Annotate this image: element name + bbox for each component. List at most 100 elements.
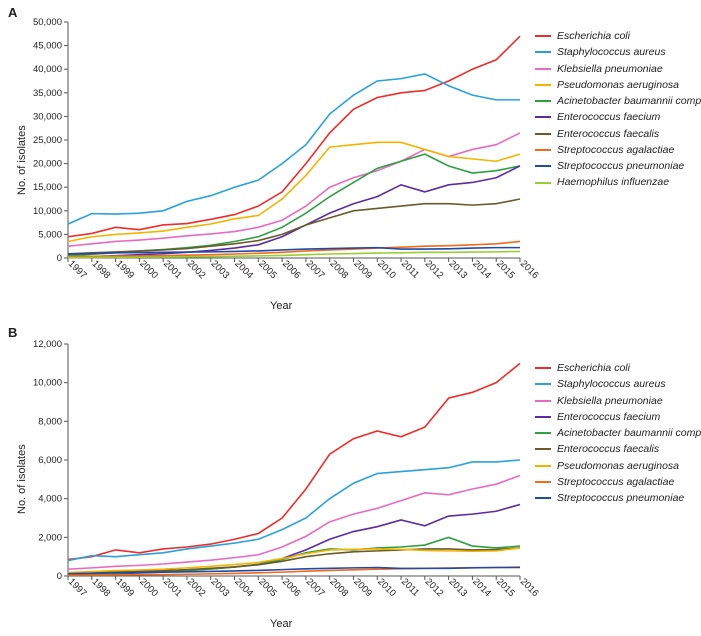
legend-item: Staphylococcus aureus [535,376,701,392]
svg-text:2001: 2001 [161,258,184,281]
svg-text:2,000: 2,000 [38,532,62,543]
legend-item: Enterococcus faecium [535,109,701,125]
svg-text:1997: 1997 [66,576,89,599]
figure: A No. of isolates 05,00010,00015,00020,0… [0,0,701,636]
legend-swatch [535,68,551,70]
legend-swatch [535,182,551,184]
legend-swatch [535,165,551,167]
legend-swatch [535,465,551,467]
legend-label: Acinetobacter baumannii complex [557,425,701,441]
legend-label: Streptococcus pneumoniae [557,158,684,174]
svg-text:2012: 2012 [423,258,446,281]
svg-text:2006: 2006 [280,258,303,281]
svg-text:45,000: 45,000 [33,41,62,52]
legend-label: Pseudomonas aeruginosa [557,77,679,93]
legend-item: Enterococcus faecium [535,409,701,425]
svg-text:10,000: 10,000 [33,206,62,217]
legend-swatch [535,84,551,86]
legend-label: Escherichia coli [557,360,630,376]
svg-text:2009: 2009 [351,576,374,599]
svg-text:2013: 2013 [447,258,470,281]
legend-label: Streptococcus agalactiae [557,142,674,158]
svg-text:2006: 2006 [280,576,303,599]
svg-text:12,000: 12,000 [33,339,62,350]
legend-label: Staphylococcus aureus [557,44,666,60]
series-line [68,36,520,237]
legend-label: Streptococcus agalactiae [557,474,674,490]
legend-item: Streptococcus pneumoniae [535,490,701,506]
legend-item: Escherichia coli [535,28,701,44]
svg-text:2014: 2014 [470,576,493,599]
svg-text:2012: 2012 [423,576,446,599]
legend-label: Escherichia coli [557,28,630,44]
legend-label: Klebsiella pneumoniae [557,393,663,409]
legend-swatch [535,51,551,53]
svg-text:30,000: 30,000 [33,111,62,122]
legend-label: Streptococcus pneumoniae [557,490,684,506]
svg-text:1999: 1999 [113,576,136,599]
svg-text:2016: 2016 [518,258,541,281]
legend-item: Klebsiella pneumoniae [535,393,701,409]
legend-label: Enterococcus faecium [557,409,660,425]
svg-text:0: 0 [57,253,62,264]
series-line [68,363,520,559]
panel-a-legend: Escherichia coliStaphylococcus aureusKle… [535,28,701,191]
panel-a-xlabel: Year [270,300,292,312]
series-line [68,74,520,224]
legend-item: Acinetobacter baumannii complex [535,425,701,441]
series-line [68,142,520,241]
legend-label: Pseudomonas aeruginosa [557,458,679,474]
svg-text:8,000: 8,000 [38,416,62,427]
panel-a: A No. of isolates 05,00010,00015,00020,0… [0,0,701,318]
svg-text:0: 0 [57,571,62,582]
svg-text:10,000: 10,000 [33,378,62,389]
svg-text:2011: 2011 [399,576,421,598]
svg-text:25,000: 25,000 [33,135,62,146]
panel-b-legend: Escherichia coliStaphylococcus aureusKle… [535,360,701,506]
svg-text:2008: 2008 [328,258,351,281]
legend-label: Staphylococcus aureus [557,376,666,392]
svg-text:1999: 1999 [113,258,136,281]
legend-swatch [535,432,551,434]
svg-text:40,000: 40,000 [33,64,62,75]
legend-swatch [535,133,551,135]
legend-item: Enterococcus faecalis [535,126,701,142]
legend-swatch [535,367,551,369]
svg-text:1998: 1998 [90,258,113,281]
panel-b-xlabel: Year [270,618,292,630]
legend-swatch [535,481,551,483]
svg-text:20,000: 20,000 [33,159,62,170]
svg-text:1998: 1998 [90,576,113,599]
svg-text:2003: 2003 [209,258,232,281]
legend-swatch [535,383,551,385]
legend-swatch [535,416,551,418]
legend-swatch [535,35,551,37]
legend-label: Acinetobacter baumannii complex [557,93,701,109]
legend-label: Enterococcus faecalis [557,126,659,142]
legend-label: Haemophilus influenzae [557,174,669,190]
legend-swatch [535,100,551,102]
svg-text:2007: 2007 [304,258,327,281]
legend-swatch [535,116,551,118]
legend-item: Acinetobacter baumannii complex [535,93,701,109]
svg-text:2004: 2004 [232,576,255,599]
svg-text:2005: 2005 [256,576,279,599]
svg-text:2002: 2002 [185,258,208,281]
legend-item: Enterococcus faecalis [535,441,701,457]
series-line [68,504,520,574]
series-line [68,460,520,561]
svg-text:2013: 2013 [447,576,470,599]
legend-label: Enterococcus faecalis [557,441,659,457]
legend-label: Enterococcus faecium [557,109,660,125]
svg-text:2004: 2004 [232,258,255,281]
svg-text:5,000: 5,000 [38,229,62,240]
svg-text:6,000: 6,000 [38,455,62,466]
svg-text:2000: 2000 [137,258,160,281]
svg-text:2010: 2010 [375,576,398,599]
panel-b: B No. of isolates 02,0004,0006,0008,0001… [0,322,701,636]
svg-text:50,000: 50,000 [33,17,62,28]
legend-item: Streptococcus agalactiae [535,142,701,158]
legend-swatch [535,448,551,450]
legend-label: Klebsiella pneumoniae [557,61,663,77]
svg-text:35,000: 35,000 [33,88,62,99]
